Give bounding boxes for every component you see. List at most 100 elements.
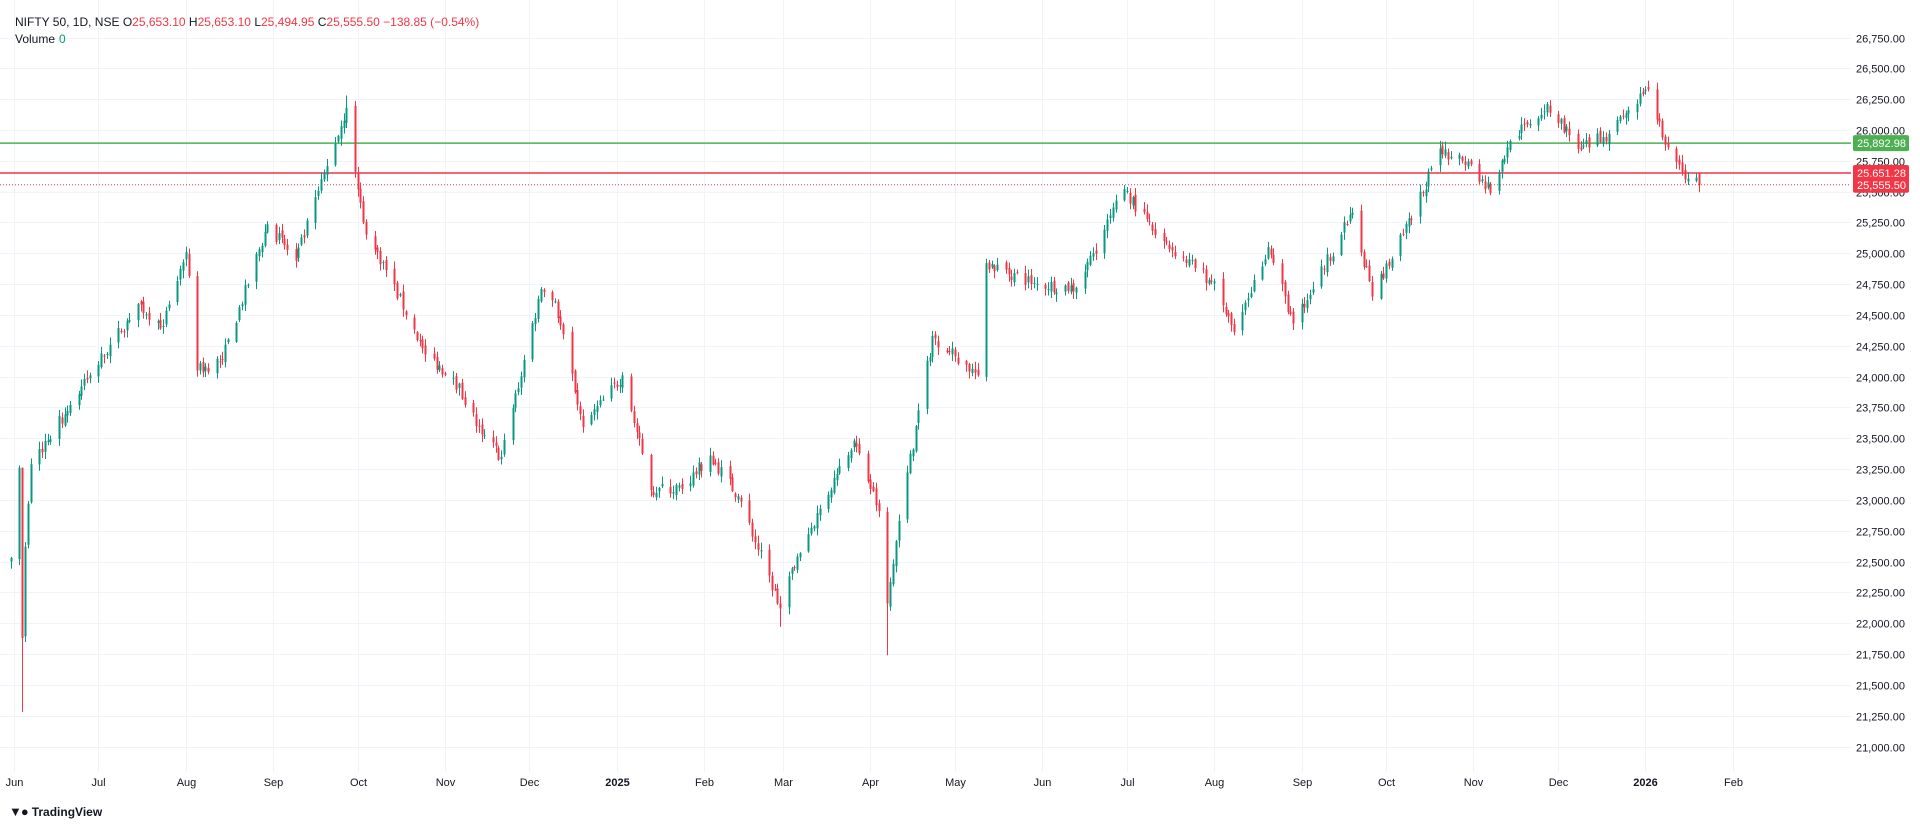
candle xyxy=(1520,117,1523,141)
candle-body xyxy=(650,454,653,491)
candle xyxy=(1230,311,1233,332)
candle-body xyxy=(1174,252,1177,257)
candle xyxy=(1430,165,1433,172)
candle-body xyxy=(1143,208,1146,213)
candle-body xyxy=(672,492,675,494)
x-tick-label: Dec xyxy=(520,777,540,789)
candle-body xyxy=(1444,149,1447,156)
candle-body xyxy=(103,355,106,357)
candle xyxy=(1064,284,1067,296)
candle xyxy=(1656,82,1659,125)
candle xyxy=(669,479,672,498)
candle xyxy=(1123,185,1126,202)
y-tick-label: 22,500.00 xyxy=(1856,558,1905,570)
candle-body xyxy=(596,406,599,412)
candle-body xyxy=(140,301,143,305)
candle-body xyxy=(1205,269,1208,284)
candle xyxy=(354,100,357,178)
candle xyxy=(926,355,929,415)
candle xyxy=(1005,260,1008,274)
candle-body xyxy=(385,259,388,271)
candle xyxy=(1213,278,1216,291)
candle xyxy=(1227,309,1230,323)
candle-body xyxy=(1599,130,1602,143)
candle-body xyxy=(619,385,622,387)
candle-body xyxy=(791,568,794,574)
time-axis[interactable]: Jun Jul Aug Sep Oct Nov Dec 2025 Feb Mar Apr May Jun… xyxy=(6,777,1743,789)
candle xyxy=(458,382,461,396)
candle xyxy=(261,242,264,258)
candle-body xyxy=(1123,189,1126,201)
candle xyxy=(1165,237,1168,246)
candle xyxy=(1678,155,1681,170)
candle-body xyxy=(1340,234,1343,256)
candle-body xyxy=(1320,266,1323,287)
candle xyxy=(915,424,918,453)
candle xyxy=(1241,304,1244,336)
candle xyxy=(196,271,199,377)
volume-label[interactable]: Volume xyxy=(15,32,56,46)
candle-body xyxy=(1667,142,1670,148)
candle-body xyxy=(100,353,103,368)
candle xyxy=(1523,118,1526,131)
candle xyxy=(100,346,103,369)
candle xyxy=(551,290,554,307)
candle-body xyxy=(1616,119,1619,132)
candle-body xyxy=(345,107,348,123)
candle-body xyxy=(1509,141,1512,151)
candle-body xyxy=(517,388,520,393)
candle-body xyxy=(658,488,661,492)
candle-body xyxy=(1165,241,1168,243)
candle xyxy=(1481,175,1484,184)
candle xyxy=(1287,290,1290,315)
candle-body xyxy=(1284,281,1287,297)
candle-body xyxy=(1526,122,1529,125)
candle xyxy=(571,326,574,382)
candle-body xyxy=(898,520,901,541)
x-tick-label: Aug xyxy=(177,777,197,789)
candle xyxy=(514,389,517,413)
candle xyxy=(1106,213,1109,239)
candle-body xyxy=(1208,280,1211,284)
candle-body xyxy=(1560,118,1563,124)
candle-body xyxy=(616,384,619,387)
candle xyxy=(204,363,207,377)
candle xyxy=(576,382,579,411)
candle xyxy=(295,243,298,268)
candle-body xyxy=(1289,311,1292,315)
candle xyxy=(492,430,495,448)
price-axis[interactable]: 21,000.00 21,250.00 21,500.00 21,750.00 22,0… xyxy=(1856,34,1905,755)
candle-body xyxy=(1580,147,1583,150)
x-tick-label: Apr xyxy=(862,777,879,789)
candle xyxy=(1126,186,1129,194)
low-label: L xyxy=(254,15,261,29)
y-tick-label: 21,500.00 xyxy=(1856,681,1905,693)
candle xyxy=(1163,228,1166,249)
candle xyxy=(1467,158,1470,170)
candle-body xyxy=(1408,218,1411,227)
candle xyxy=(1402,228,1405,237)
candle xyxy=(1168,240,1171,253)
low-value: 25,494.95 xyxy=(261,15,315,29)
candle-body xyxy=(436,357,439,370)
candle-body xyxy=(1410,218,1413,220)
candle-body xyxy=(993,265,996,272)
candle xyxy=(1585,133,1588,148)
candle xyxy=(89,372,92,384)
candle xyxy=(1360,204,1363,257)
tradingview-brand[interactable]: ▼● TradingView xyxy=(9,804,102,819)
candle xyxy=(1549,100,1552,118)
candle-body xyxy=(1303,303,1306,308)
candle xyxy=(1509,139,1512,153)
candle xyxy=(557,299,560,324)
symbol-label[interactable]: NIFTY 50, 1D, NSE xyxy=(15,15,120,29)
candle xyxy=(1188,252,1191,268)
candle xyxy=(523,354,526,383)
candle xyxy=(461,378,464,401)
candle-body xyxy=(452,377,455,379)
candle-body xyxy=(576,390,579,405)
candle xyxy=(1202,262,1205,274)
candle xyxy=(737,493,740,504)
candle xyxy=(847,451,850,472)
